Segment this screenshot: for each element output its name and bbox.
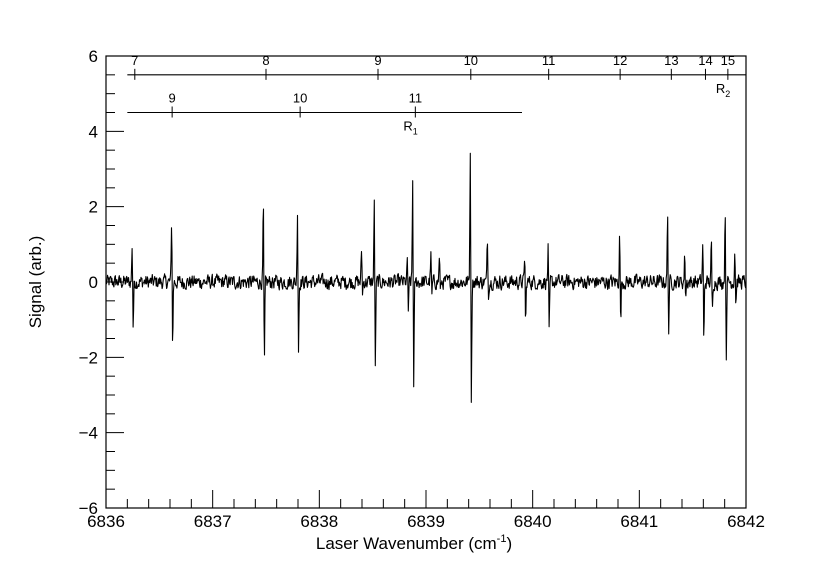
branch-label: R1: [403, 119, 417, 137]
y-axis-label: Signal (arb.): [26, 236, 45, 329]
x-axis: 6836 6837 6838 6839 6840 6841 6842: [87, 490, 765, 531]
y-tick-label: 4: [89, 122, 98, 141]
y-tick-label: −6: [79, 499, 98, 518]
y-tick-label: 0: [89, 273, 98, 292]
x-axis-label-sup: -1: [497, 533, 507, 545]
assignment-label: 13: [664, 53, 678, 68]
y-tick-label: 2: [89, 198, 98, 217]
x-axis-label-end: ): [506, 534, 512, 553]
assignment-label: 14: [698, 53, 712, 68]
x-tick-label: 6838: [300, 512, 338, 531]
x-axis-label-main: Laser Wavenumber (cm: [316, 534, 497, 553]
assignment-label: 9: [374, 53, 381, 68]
x-axis-label: Laser Wavenumber (cm-1): [316, 533, 512, 553]
y-tick-label: −2: [79, 348, 98, 367]
x-tick-label: 6841: [620, 512, 658, 531]
assignment-label: 7: [131, 53, 138, 68]
y-tick-label: −4: [79, 424, 98, 443]
assignment-label: 11: [409, 91, 423, 106]
assignment-label: 8: [262, 53, 269, 68]
x-tick-label: 6840: [514, 512, 552, 531]
assignment-lines: 7 8 9 10 11 12 13 14 15 R2 9 10 11 R1: [127, 53, 746, 137]
assignment-label: 9: [169, 91, 176, 106]
assignment-label: 12: [613, 53, 627, 68]
x-tick-label: 6836: [87, 512, 125, 531]
x-tick-label: 6837: [194, 512, 232, 531]
assignment-label: 15: [721, 53, 735, 68]
assignment-label: 11: [542, 53, 556, 68]
y-tick-label: 6: [89, 47, 98, 66]
signal-trace: [105, 152, 747, 403]
assignment-label: 10: [464, 53, 478, 68]
x-tick-label: 6842: [727, 512, 765, 531]
y-axis: −6 −4 −2 0 2 4 6: [79, 47, 124, 518]
assignment-label: 10: [293, 91, 307, 106]
branch-label: R2: [716, 81, 730, 99]
x-tick-label: 6839: [407, 512, 445, 531]
